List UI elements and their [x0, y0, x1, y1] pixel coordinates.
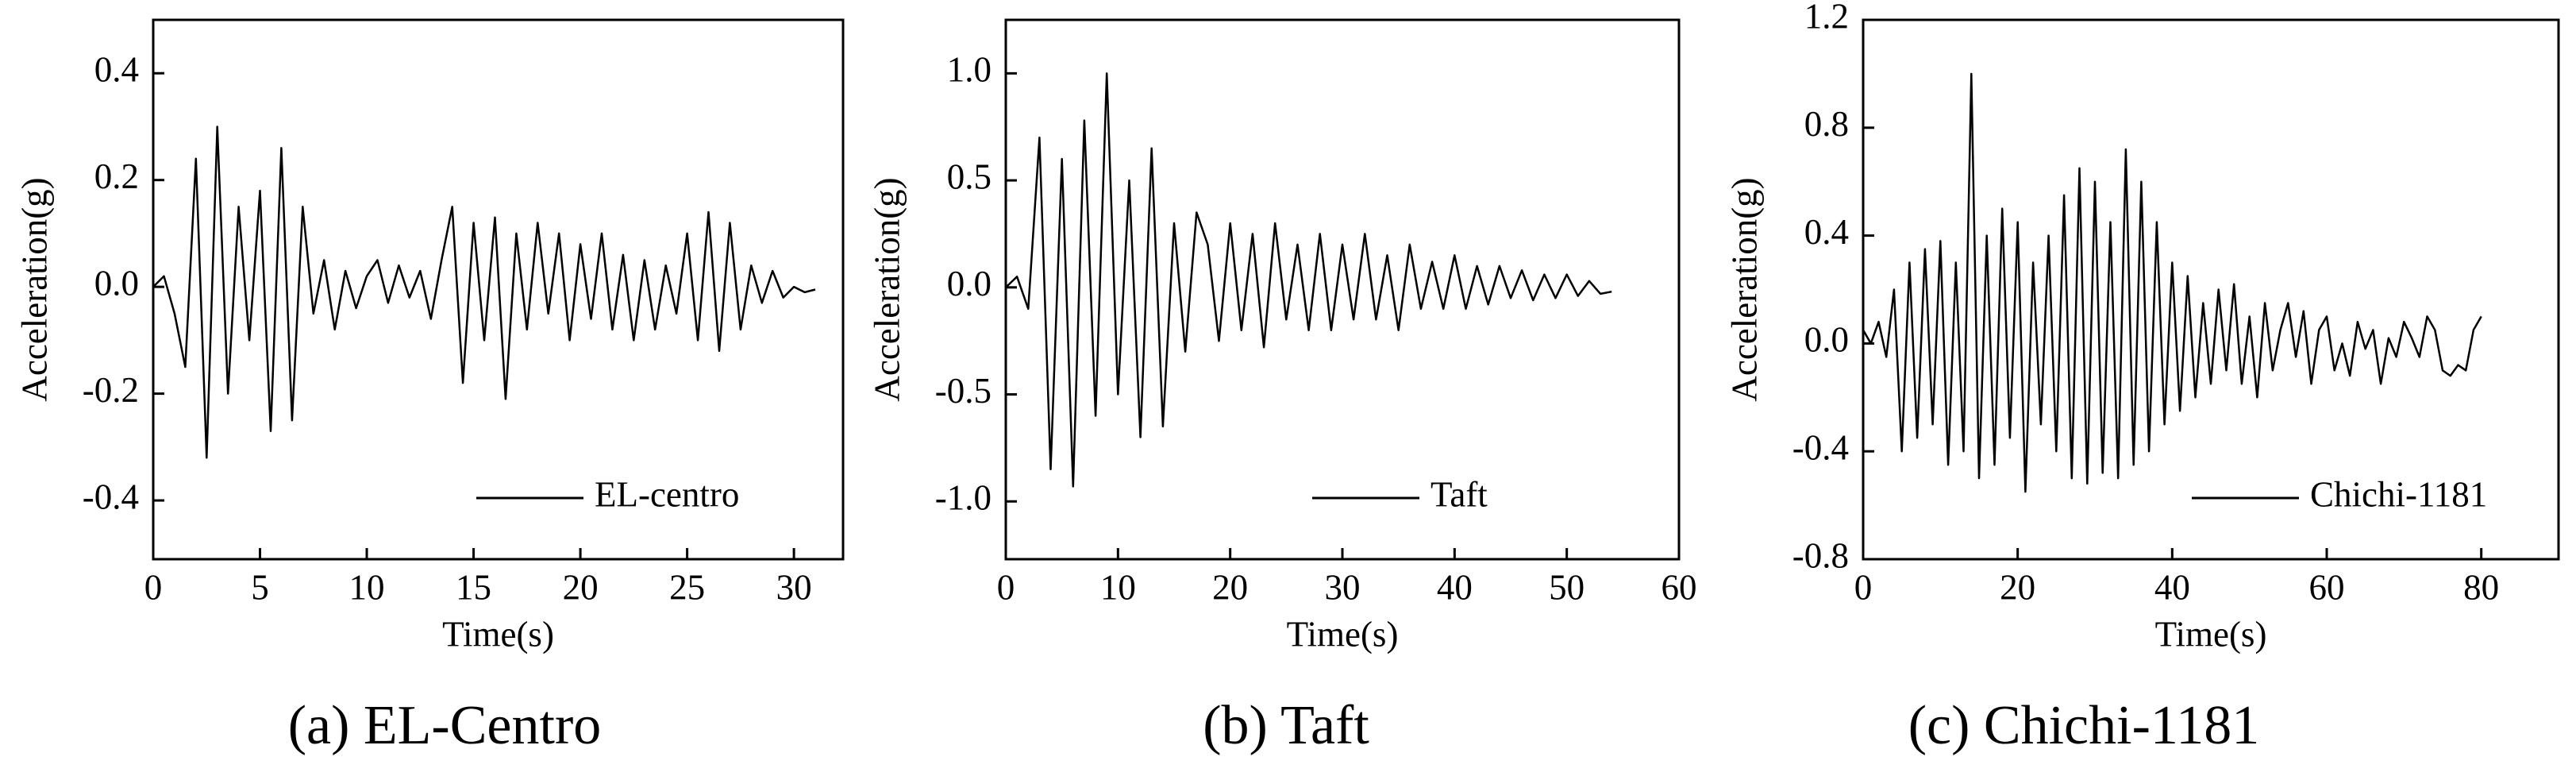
plot-frame	[152, 18, 845, 561]
x-tick-label: 40	[2154, 567, 2190, 607]
y-tick-label: 0.0	[947, 264, 992, 303]
data-line	[1005, 72, 1612, 488]
x-axis-label: Time(s)	[2155, 614, 2267, 654]
caption: (a) EL-Centro	[288, 695, 602, 756]
y-tick-label: 0.0	[1804, 320, 1849, 360]
caption: (b) Taft	[1203, 695, 1369, 756]
x-axis-label: Time(s)	[1287, 614, 1399, 654]
x-tick-label: 10	[1100, 567, 1136, 607]
x-tick-label: 60	[2309, 567, 2345, 607]
y-tick-label: 0.2	[94, 156, 139, 196]
x-tick-label: 0	[1854, 567, 1873, 607]
y-tick-label: -0.5	[935, 371, 992, 411]
x-tick-label: 50	[1549, 567, 1584, 607]
y-tick-label: 0.4	[1804, 212, 1849, 252]
legend-label: Chichi-1181	[2310, 474, 2487, 514]
x-tick-label: 0	[997, 567, 1015, 607]
y-axis-label: Acceleration(g)	[867, 177, 907, 401]
y-tick-label: 0.8	[1804, 104, 1849, 144]
y-tick-label: -1.0	[935, 478, 992, 518]
y-tick-label: -0.4	[1792, 428, 1849, 468]
x-tick-label: 30	[1325, 567, 1361, 607]
x-tick-label: 20	[1212, 567, 1248, 607]
y-tick-label: 1.0	[947, 50, 992, 90]
x-tick-label: 20	[563, 567, 599, 607]
y-tick-label: 1.2	[1804, 0, 1849, 36]
y-tick-label: 0.0	[94, 263, 139, 303]
data-line	[1862, 72, 2482, 493]
x-axis-label: Time(s)	[442, 614, 554, 654]
x-tick-label: 5	[251, 567, 269, 607]
x-tick-label: 30	[776, 567, 812, 607]
legend-label: Taft	[1430, 474, 1488, 514]
x-tick-label: 25	[669, 567, 705, 607]
x-tick-label: 40	[1437, 567, 1473, 607]
y-tick-label: 0.4	[94, 50, 139, 90]
x-tick-label: 10	[349, 567, 385, 607]
legend-label: EL-centro	[595, 474, 739, 514]
y-tick-label: 0.5	[947, 156, 992, 196]
caption: (c) Chichi-1181	[1908, 695, 2260, 756]
y-tick-label: -0.8	[1792, 535, 1849, 575]
x-tick-label: 0	[144, 567, 163, 607]
x-tick-label: 20	[2000, 567, 2035, 607]
data-line	[152, 125, 816, 459]
x-tick-label: 15	[456, 567, 491, 607]
y-tick-label: -0.2	[83, 370, 139, 410]
y-axis-label: Acceleration(g)	[1724, 177, 1764, 401]
plot-frame	[1862, 18, 2560, 561]
y-tick-label: -0.4	[83, 477, 139, 516]
x-tick-label: 80	[2463, 567, 2499, 607]
y-axis-label: Acceleration(g)	[14, 177, 54, 401]
x-tick-label: 60	[1662, 567, 1697, 607]
